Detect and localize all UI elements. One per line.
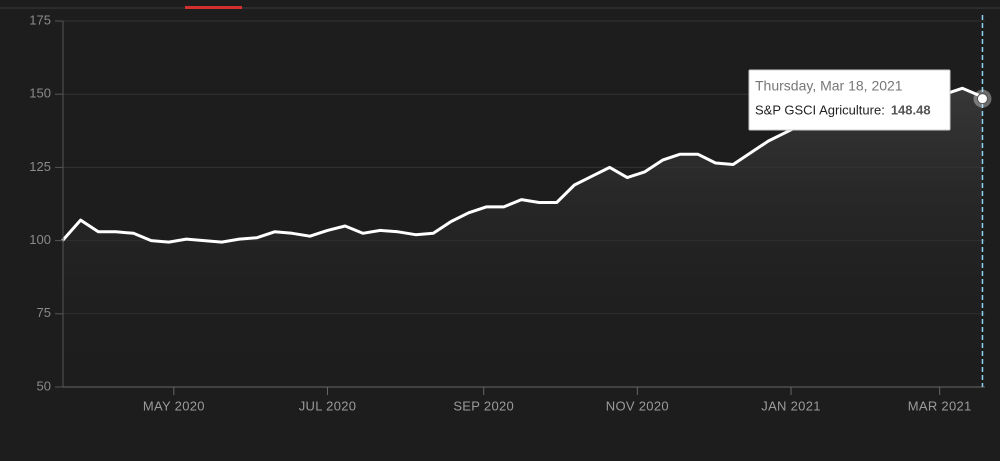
hover-point bbox=[976, 93, 988, 105]
y-tick-label: 75 bbox=[37, 305, 51, 320]
x-tick-label: JAN 2021 bbox=[761, 398, 821, 413]
tab-indicator bbox=[185, 6, 242, 9]
x-tick-label: NOV 2020 bbox=[606, 398, 669, 413]
tooltip-label: S&P GSCI Agriculture: bbox=[755, 102, 885, 117]
area bbox=[63, 88, 983, 388]
tooltip-box bbox=[748, 69, 951, 131]
y-tick-label: 150 bbox=[29, 86, 51, 101]
x-tick-label: MAR 2021 bbox=[908, 398, 972, 413]
x-tick-label: JUL 2020 bbox=[299, 398, 357, 413]
overlay: Thursday, Mar 18, 2021 S&P GSCI Agricultu… bbox=[748, 15, 992, 387]
y-tick-label: 100 bbox=[29, 232, 51, 247]
x-tick-label: SEP 2020 bbox=[453, 398, 514, 413]
y-tick-label: 50 bbox=[37, 378, 51, 393]
y-tick-label: 175 bbox=[29, 12, 51, 27]
tooltip-value: 148.48 bbox=[891, 102, 931, 117]
axes: 50 75 100 125 150 175 MAY 2020 JUL 2020 SEP 2020… bbox=[29, 12, 985, 413]
y-tick-label: 125 bbox=[29, 159, 51, 174]
tooltip-title: Thursday, Mar 18, 2021 bbox=[755, 78, 903, 94]
x-tick-label: MAY 2020 bbox=[143, 398, 205, 413]
